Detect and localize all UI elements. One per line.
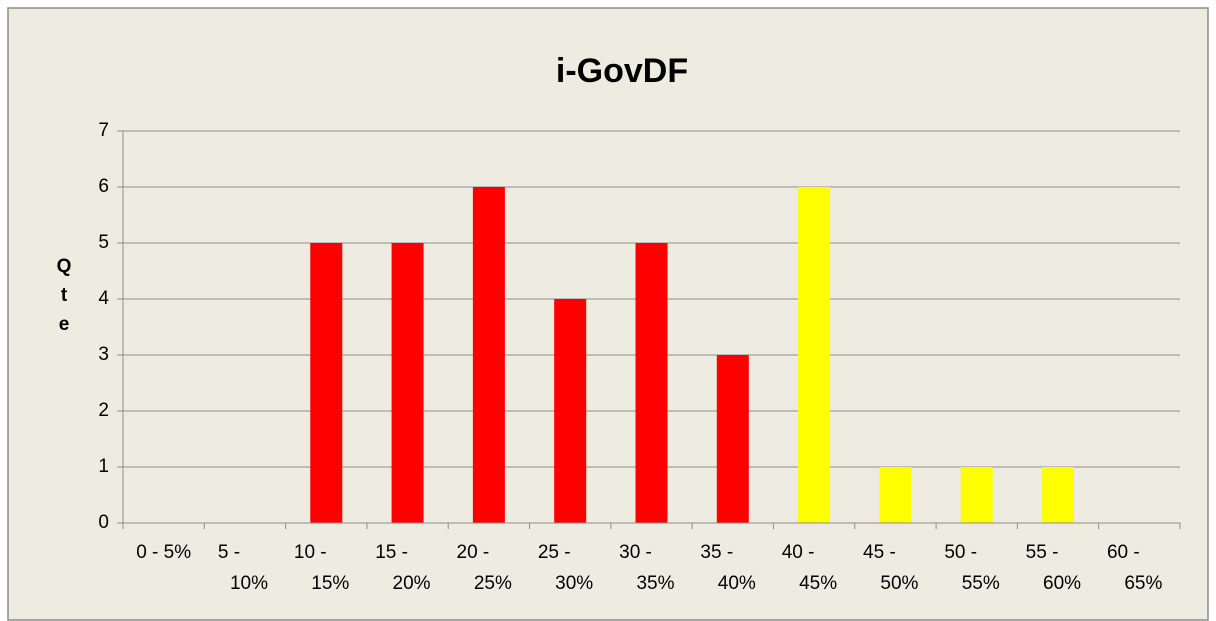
bar xyxy=(960,467,993,523)
bar xyxy=(1042,467,1075,523)
bar xyxy=(798,187,831,523)
bar xyxy=(716,355,749,523)
y-tick-label: 0 xyxy=(98,512,109,533)
bar xyxy=(635,243,668,523)
y-tick-label: 1 xyxy=(98,456,109,477)
x-tick-label: 25 -30% xyxy=(538,542,593,594)
x-tick-label: 20 -25% xyxy=(457,542,512,594)
x-tick-label: 35 -40% xyxy=(700,542,755,594)
y-tick-label: 2 xyxy=(98,400,109,421)
x-tick-label: 5 -10% xyxy=(218,542,268,594)
bar xyxy=(472,187,505,523)
x-tick-label: 0 - 5% xyxy=(136,542,191,563)
y-tick-label: 4 xyxy=(98,288,109,309)
x-tick-label: 10 -15% xyxy=(294,542,349,594)
x-tick-label: 15 -20% xyxy=(375,542,430,594)
x-tick-label: 30 -35% xyxy=(619,542,674,594)
chart-background xyxy=(7,7,1209,621)
x-tick-label: 45 -50% xyxy=(863,542,918,594)
x-tick-label: 55 -60% xyxy=(1026,542,1081,594)
y-tick-label: 3 xyxy=(98,344,109,365)
chart-title: i-GovDF xyxy=(556,52,688,90)
y-tick-label: 5 xyxy=(98,232,109,253)
x-tick-label: 40 -45% xyxy=(782,542,837,594)
bar xyxy=(310,243,343,523)
bar xyxy=(554,299,587,523)
y-tick-label: 6 xyxy=(98,176,109,197)
bar xyxy=(391,243,424,523)
x-tick-label: 60 -65% xyxy=(1107,542,1162,594)
y-tick-label: 7 xyxy=(98,120,109,141)
bar xyxy=(879,467,912,523)
x-tick-label: 50 -55% xyxy=(944,542,999,594)
